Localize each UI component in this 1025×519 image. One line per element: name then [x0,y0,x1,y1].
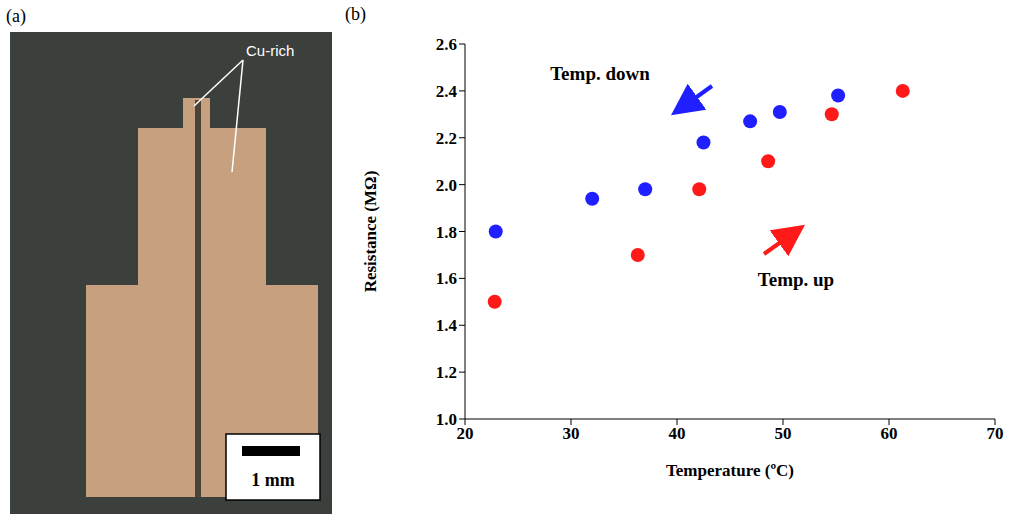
svg-text:Temp. down: Temp. down [550,63,650,84]
svg-text:2.4: 2.4 [436,82,458,101]
svg-text:(a): (a) [6,6,26,27]
svg-text:2.0: 2.0 [436,176,457,195]
svg-text:2.6: 2.6 [436,35,457,54]
svg-text:1.8: 1.8 [436,223,457,242]
svg-text:70: 70 [987,424,1004,443]
svg-text:Temp. up: Temp. up [758,269,834,290]
html-text:(b): (b) [345,4,366,24]
svg-text:50: 50 [775,424,792,443]
svg-text:1 mm: 1 mm [251,470,295,490]
svg-text:40: 40 [669,424,686,443]
svg-text:1.0: 1.0 [436,410,457,429]
svg-text:1.2: 1.2 [436,363,457,382]
svg-text:Resistance (MΩ): Resistance (MΩ) [361,171,380,293]
svg-text:2.2: 2.2 [436,129,457,148]
svg-text:1.6: 1.6 [436,269,457,288]
svg-text:1.4: 1.4 [436,316,458,335]
svg-text:Cu-rich: Cu-rich [246,42,294,59]
svg-text:Temperature (ºC): Temperature (ºC) [666,461,794,480]
svg-text:20: 20 [457,424,474,443]
svg-text:30: 30 [563,424,580,443]
svg-text:60: 60 [881,424,898,443]
